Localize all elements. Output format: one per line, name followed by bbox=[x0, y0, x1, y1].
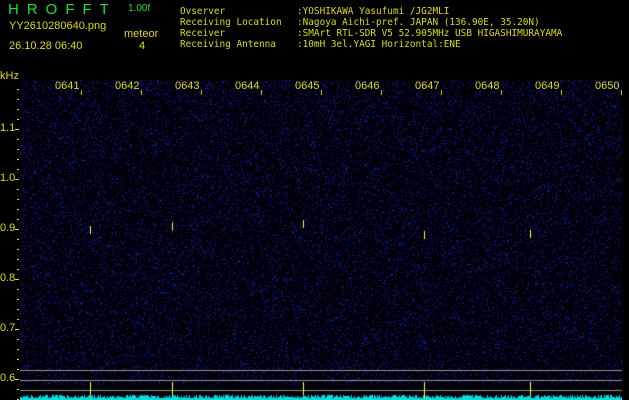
y-tick-label: 1.1 bbox=[0, 122, 16, 134]
y-tick bbox=[15, 329, 19, 330]
y-tick bbox=[17, 349, 19, 350]
time-label: 0642 bbox=[115, 80, 140, 92]
time-label: 0643 bbox=[175, 80, 200, 92]
y-tick-label: 0.9 bbox=[0, 222, 16, 234]
y-tick bbox=[17, 239, 19, 240]
y-tick-label: 0.7 bbox=[0, 322, 16, 334]
y-tick bbox=[17, 189, 19, 190]
datetime: 26.10.28 06:40 bbox=[9, 40, 83, 52]
y-tick bbox=[17, 149, 19, 150]
info-antenna: Receiving Antenna:10mH 3el.YAGI Horizont… bbox=[180, 39, 461, 50]
app-title: HROFFT bbox=[8, 1, 117, 18]
y-tick bbox=[17, 269, 19, 270]
y-tick bbox=[17, 289, 19, 290]
time-label: 0648 bbox=[475, 80, 500, 92]
meteor-label: meteor bbox=[124, 28, 159, 40]
time-label: 0649 bbox=[535, 80, 560, 92]
y-tick bbox=[15, 229, 19, 230]
y-tick bbox=[17, 159, 19, 160]
y-tick bbox=[17, 299, 19, 300]
y-tick bbox=[17, 339, 19, 340]
y-tick bbox=[15, 379, 19, 380]
time-label: 0646 bbox=[355, 80, 380, 92]
info-observer: Ovserver:YOSHIKAWA Yasufumi /JG2MLI bbox=[180, 6, 450, 17]
y-tick bbox=[17, 99, 19, 100]
time-label: 0647 bbox=[415, 80, 440, 92]
y-tick bbox=[17, 219, 19, 220]
y-tick bbox=[17, 369, 19, 370]
time-label: 0645 bbox=[295, 80, 320, 92]
y-tick bbox=[17, 389, 19, 390]
y-tick bbox=[17, 319, 19, 320]
y-tick bbox=[17, 139, 19, 140]
time-label: 0641 bbox=[55, 80, 80, 92]
filename: YY2610280640.png bbox=[9, 20, 107, 32]
y-tick bbox=[17, 199, 19, 200]
y-tick-label: 0.8 bbox=[0, 272, 16, 284]
time-label: 0644 bbox=[235, 80, 260, 92]
y-tick bbox=[17, 89, 19, 90]
spectrogram bbox=[20, 80, 622, 400]
y-tick bbox=[15, 279, 19, 280]
info-receiver: Receiver:SMArt RTL-SDR V5 52.905MHz USB … bbox=[180, 28, 563, 39]
version: 1.00f bbox=[128, 3, 151, 14]
info-location: Receiving Location:Nagoya Aichi-pref. JA… bbox=[180, 17, 540, 28]
y-unit-label: kHz bbox=[0, 70, 19, 82]
y-tick bbox=[17, 259, 19, 260]
y-tick bbox=[15, 179, 19, 180]
y-tick-label: 0.6 bbox=[0, 372, 16, 384]
time-label: 0650 bbox=[595, 80, 620, 92]
y-tick bbox=[15, 129, 19, 130]
y-tick bbox=[17, 109, 19, 110]
y-tick-label: 1.0 bbox=[0, 172, 16, 184]
y-tick bbox=[17, 169, 19, 170]
y-tick bbox=[17, 119, 19, 120]
y-tick bbox=[17, 359, 19, 360]
y-tick bbox=[17, 249, 19, 250]
y-tick bbox=[17, 209, 19, 210]
meteor-count: 4 bbox=[139, 40, 146, 52]
y-tick bbox=[17, 309, 19, 310]
